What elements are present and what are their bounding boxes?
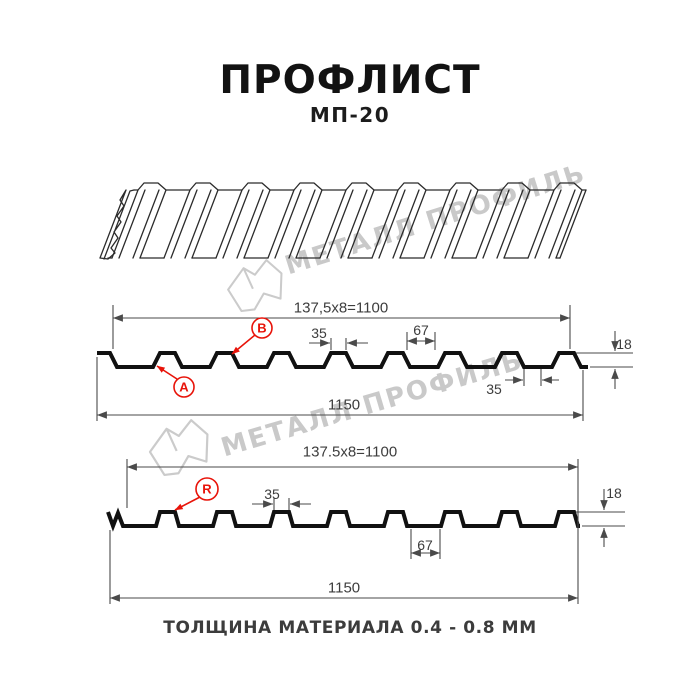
front-bottom-dimension: 1150 bbox=[327, 396, 361, 414]
label-a-circle bbox=[173, 376, 195, 398]
metall-profil-logo-icon bbox=[227, 259, 283, 313]
reverse-bottom-dimension: 1150 bbox=[327, 579, 361, 597]
page-subtitle: МП-20 bbox=[309, 103, 391, 127]
side-a-label: A bbox=[179, 379, 189, 395]
page-title: ПРОФЛИСТ bbox=[219, 58, 481, 103]
front-profile-view bbox=[96, 305, 633, 421]
reverse-dim-35: 35 bbox=[264, 486, 280, 502]
front-dim-35-top: 35 bbox=[311, 325, 327, 341]
label-r-circle bbox=[195, 477, 219, 501]
reverse-profile-view bbox=[106, 459, 625, 604]
front-dim-18: 18 bbox=[616, 336, 632, 352]
label-b-circle bbox=[251, 317, 273, 339]
reverse-top-dimension: 137.5x8=1100 bbox=[302, 443, 398, 461]
front-top-dimension: 137,5x8=1100 bbox=[293, 299, 389, 317]
front-dim-67: 67 bbox=[413, 322, 429, 338]
side-r-label: R bbox=[202, 481, 212, 497]
reverse-profile-outline bbox=[106, 507, 580, 532]
side-b-label: B bbox=[257, 320, 267, 336]
front-profile-outline bbox=[97, 351, 588, 369]
front-dim-35-bottom: 35 bbox=[486, 381, 502, 397]
reverse-dim-18: 18 bbox=[606, 485, 622, 501]
reverse-dim-67: 67 bbox=[417, 537, 433, 553]
sheet-3d-view bbox=[99, 182, 587, 260]
material-thickness-note: ТОЛЩИНА МАТЕРИАЛА 0.4 - 0.8 ММ bbox=[163, 618, 537, 638]
